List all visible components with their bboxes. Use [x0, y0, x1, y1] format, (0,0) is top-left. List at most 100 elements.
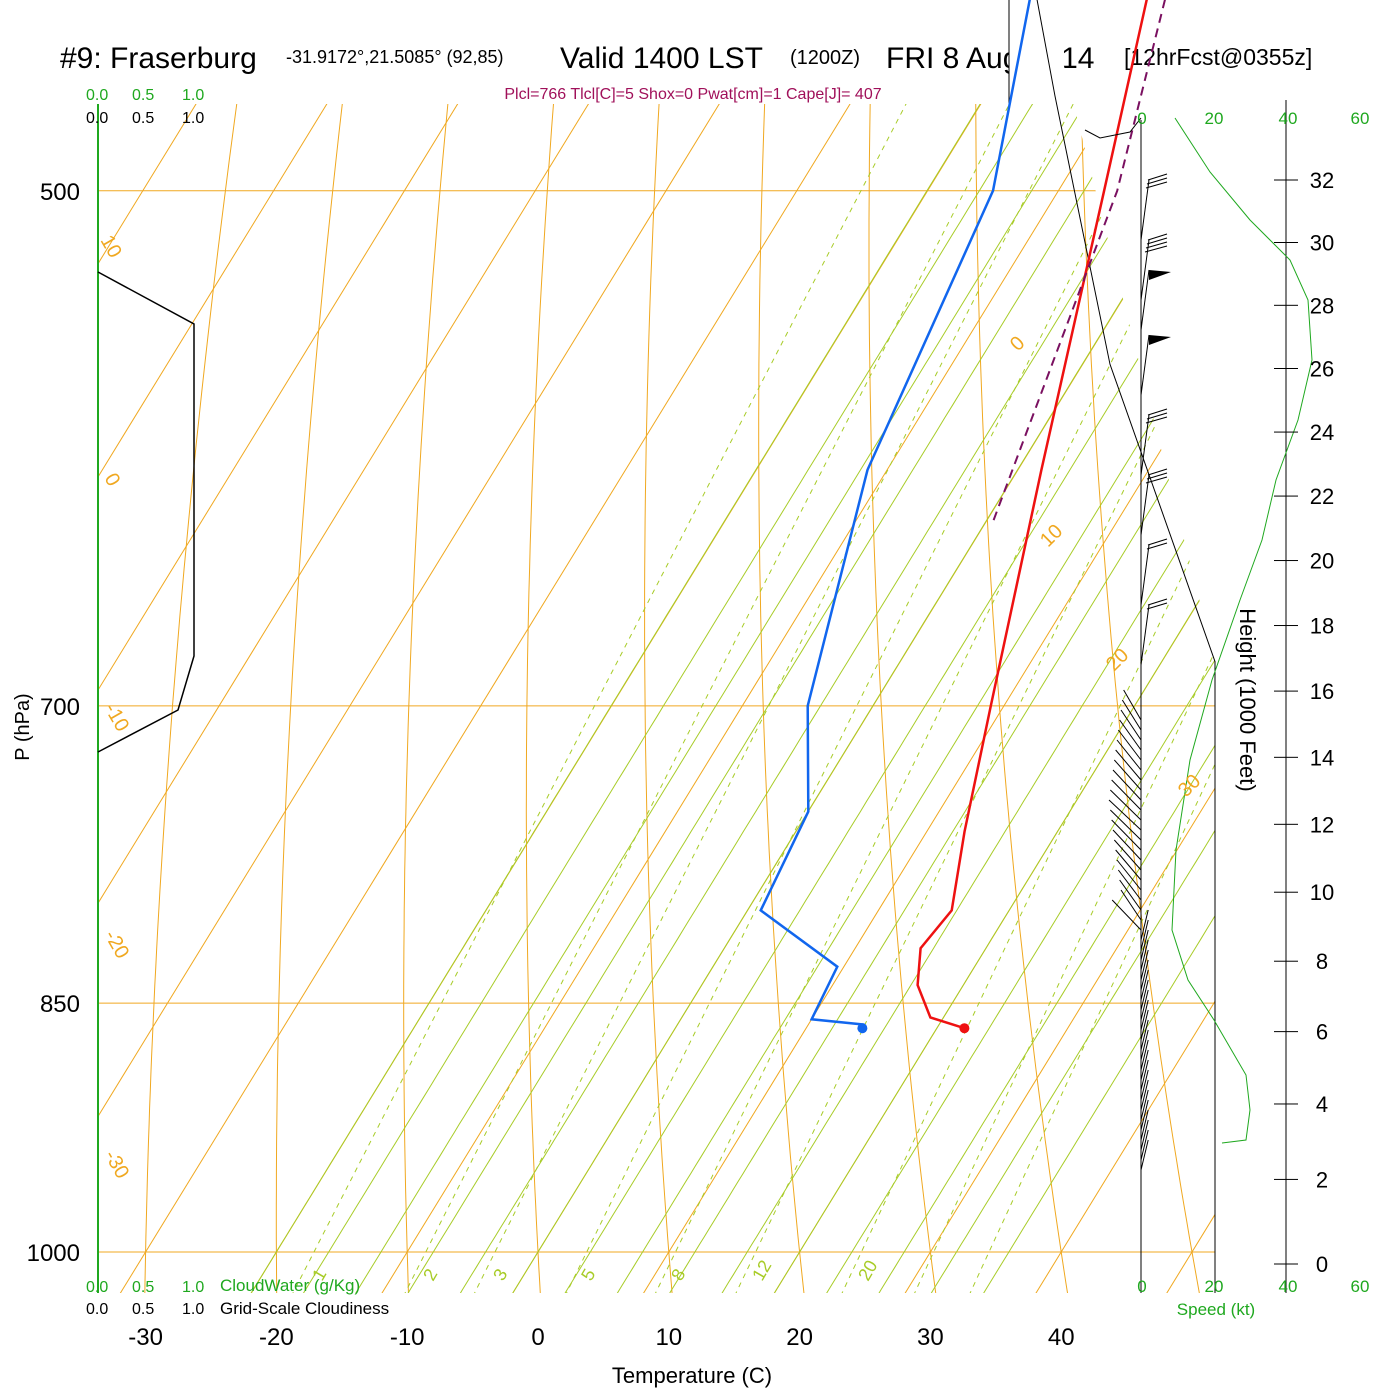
- pressure-label-850: 850: [40, 991, 80, 1018]
- dry-adiabat: [1080, 104, 1200, 1293]
- wind-barb-dense: [1140, 1089, 1149, 1121]
- wind-barb-staff-6: [1140, 544, 1150, 606]
- moist-adiabat: [564, 232, 1215, 1293]
- isotherm--40: [98, 104, 720, 1118]
- skewt-grid: [98, 104, 1215, 1293]
- wind-barb-dense: [1140, 919, 1149, 951]
- dry-adiabat: [975, 104, 1069, 1293]
- wind-barb-dense: [1113, 839, 1142, 871]
- temp-label-40: 40: [1048, 1324, 1075, 1351]
- station-coords: -31.9172°,21.5085° (92,85): [286, 47, 504, 67]
- height-label-10: 10: [1310, 880, 1334, 905]
- wind-barb-dense: [1119, 879, 1142, 911]
- height-label-12: 12: [1310, 812, 1334, 837]
- utc-time: (1200Z): [790, 47, 860, 69]
- wind-barb-dense: [1140, 1119, 1149, 1151]
- pressure-label-700: 700: [40, 694, 80, 721]
- cloudwater-scale-1: 0.5: [132, 87, 154, 104]
- height-label-26: 26: [1310, 356, 1334, 381]
- isotherm--70: [98, 104, 328, 478]
- cloudwater-scale-2: 1.0: [182, 87, 204, 104]
- dry-adiabat: [868, 104, 937, 1293]
- wind-barb-staff-5: [1140, 474, 1150, 536]
- mixing-ratio-label-5: 5: [577, 1265, 599, 1284]
- wind-barb-dense: [1140, 939, 1149, 971]
- wind-barb-feather-4-1: [1146, 412, 1168, 420]
- wind-barb-feather-6-0: [1147, 538, 1168, 546]
- wind-barb-feather-1-0: [1147, 233, 1168, 241]
- moist-adiabat: [512, 147, 1215, 1293]
- height-label-14: 14: [1310, 745, 1334, 770]
- dry-adiabat: [644, 104, 673, 1293]
- dry-adiabat: [525, 104, 554, 1293]
- isotherm-label-0: 10: [96, 232, 126, 262]
- moist-adiabat: [669, 403, 1215, 1293]
- isotherm-label-8: 30: [1174, 770, 1205, 801]
- wind-barb-dense: [1140, 929, 1149, 961]
- moist-adiabat: [721, 488, 1215, 1293]
- wind-barb-feather-5-1: [1146, 472, 1168, 480]
- temp-label-20: 20: [786, 1324, 813, 1351]
- wind-barb-dense: [1140, 949, 1149, 981]
- wind-barb-dense: [1113, 759, 1142, 791]
- moist-adiabat: [250, 104, 981, 1293]
- wind-barb-dense: [1120, 709, 1142, 741]
- wind-barb-staff-4: [1140, 414, 1150, 476]
- height-label-6: 6: [1316, 1020, 1328, 1045]
- wind-speed-profile: [1171, 117, 1313, 1144]
- speed-label-top-60: 60: [1351, 109, 1370, 128]
- isotherm-label-1: 0: [100, 470, 125, 491]
- wind-barb-dense: [1117, 869, 1142, 901]
- isotherm-label-5: 0: [1006, 332, 1029, 355]
- mixing-ratio-label-3: 3: [489, 1265, 511, 1284]
- speed-label-bottom-0: 0: [1137, 1277, 1146, 1296]
- wind-barb-dense: [1112, 769, 1142, 801]
- cloudwater-label: CloudWater (g/Kg): [220, 1276, 360, 1295]
- wind-barb-staff-2: [1140, 269, 1150, 331]
- cloudwater-scale-0: 0.0: [86, 87, 108, 104]
- height-label-24: 24: [1310, 420, 1334, 445]
- speed-label-bottom-20: 20: [1205, 1277, 1224, 1296]
- wind-barb-dense: [1108, 799, 1142, 831]
- wind-barb-feather-5-0: [1147, 468, 1168, 476]
- wind-barb-dense: [1111, 779, 1142, 811]
- height-label-4: 4: [1316, 1092, 1328, 1117]
- wind-barb-dense: [1111, 819, 1142, 851]
- temp-label-0: 0: [531, 1324, 544, 1351]
- wind-barb-dense: [1140, 999, 1149, 1031]
- speed-label-top-0: 0: [1137, 109, 1146, 128]
- speed-label-bottom-60: 60: [1351, 1277, 1370, 1296]
- wind-barb-feather-7-1: [1146, 602, 1168, 610]
- cloudiness-scale-2: 1.0: [182, 110, 204, 127]
- isotherm--10: [381, 104, 1113, 1293]
- valid-time: Valid 1400 LST: [560, 42, 763, 75]
- station-title: #9: Fraserburg: [60, 42, 257, 75]
- temp-label-30: 30: [917, 1324, 944, 1351]
- height-label-32: 32: [1310, 168, 1334, 193]
- wind-barb-dense: [1119, 719, 1142, 751]
- mixing-ratio-line: [841, 506, 1215, 1293]
- isotherm-label-4: -30: [100, 1147, 134, 1183]
- wind-barb-dense: [1116, 739, 1142, 771]
- mixing-ratio-line: [735, 301, 1215, 1293]
- wind-barb-dense: [1115, 849, 1142, 881]
- moist-adiabat: [616, 317, 1215, 1293]
- isotherm--50: [98, 104, 589, 905]
- speed-axis-title: Speed (kt): [1177, 1300, 1255, 1319]
- cloudwater-scale-bottom-2: 1.0: [182, 1279, 204, 1296]
- mixing-ratio-line: [474, 104, 1074, 1293]
- wind-barb-dense: [1140, 959, 1149, 991]
- height-label-18: 18: [1310, 614, 1334, 639]
- wind-barb-dense: [1140, 1069, 1149, 1101]
- wind-barb-dense: [1140, 1049, 1149, 1081]
- wind-barb-feather-0-0: [1147, 173, 1168, 181]
- wind-barb-staff-3: [1140, 334, 1150, 396]
- cloudiness-scale-bottom-0: 0.0: [86, 1301, 108, 1318]
- wind-barb-dense: [1120, 889, 1142, 921]
- temp-label--10: -10: [390, 1324, 425, 1351]
- wind-barb-feather-4-2: [1145, 416, 1168, 424]
- wind-barb-dense: [1140, 1039, 1149, 1071]
- isotherm-10: [643, 360, 1215, 1293]
- cloudiness-scale-0: 0.0: [86, 110, 108, 127]
